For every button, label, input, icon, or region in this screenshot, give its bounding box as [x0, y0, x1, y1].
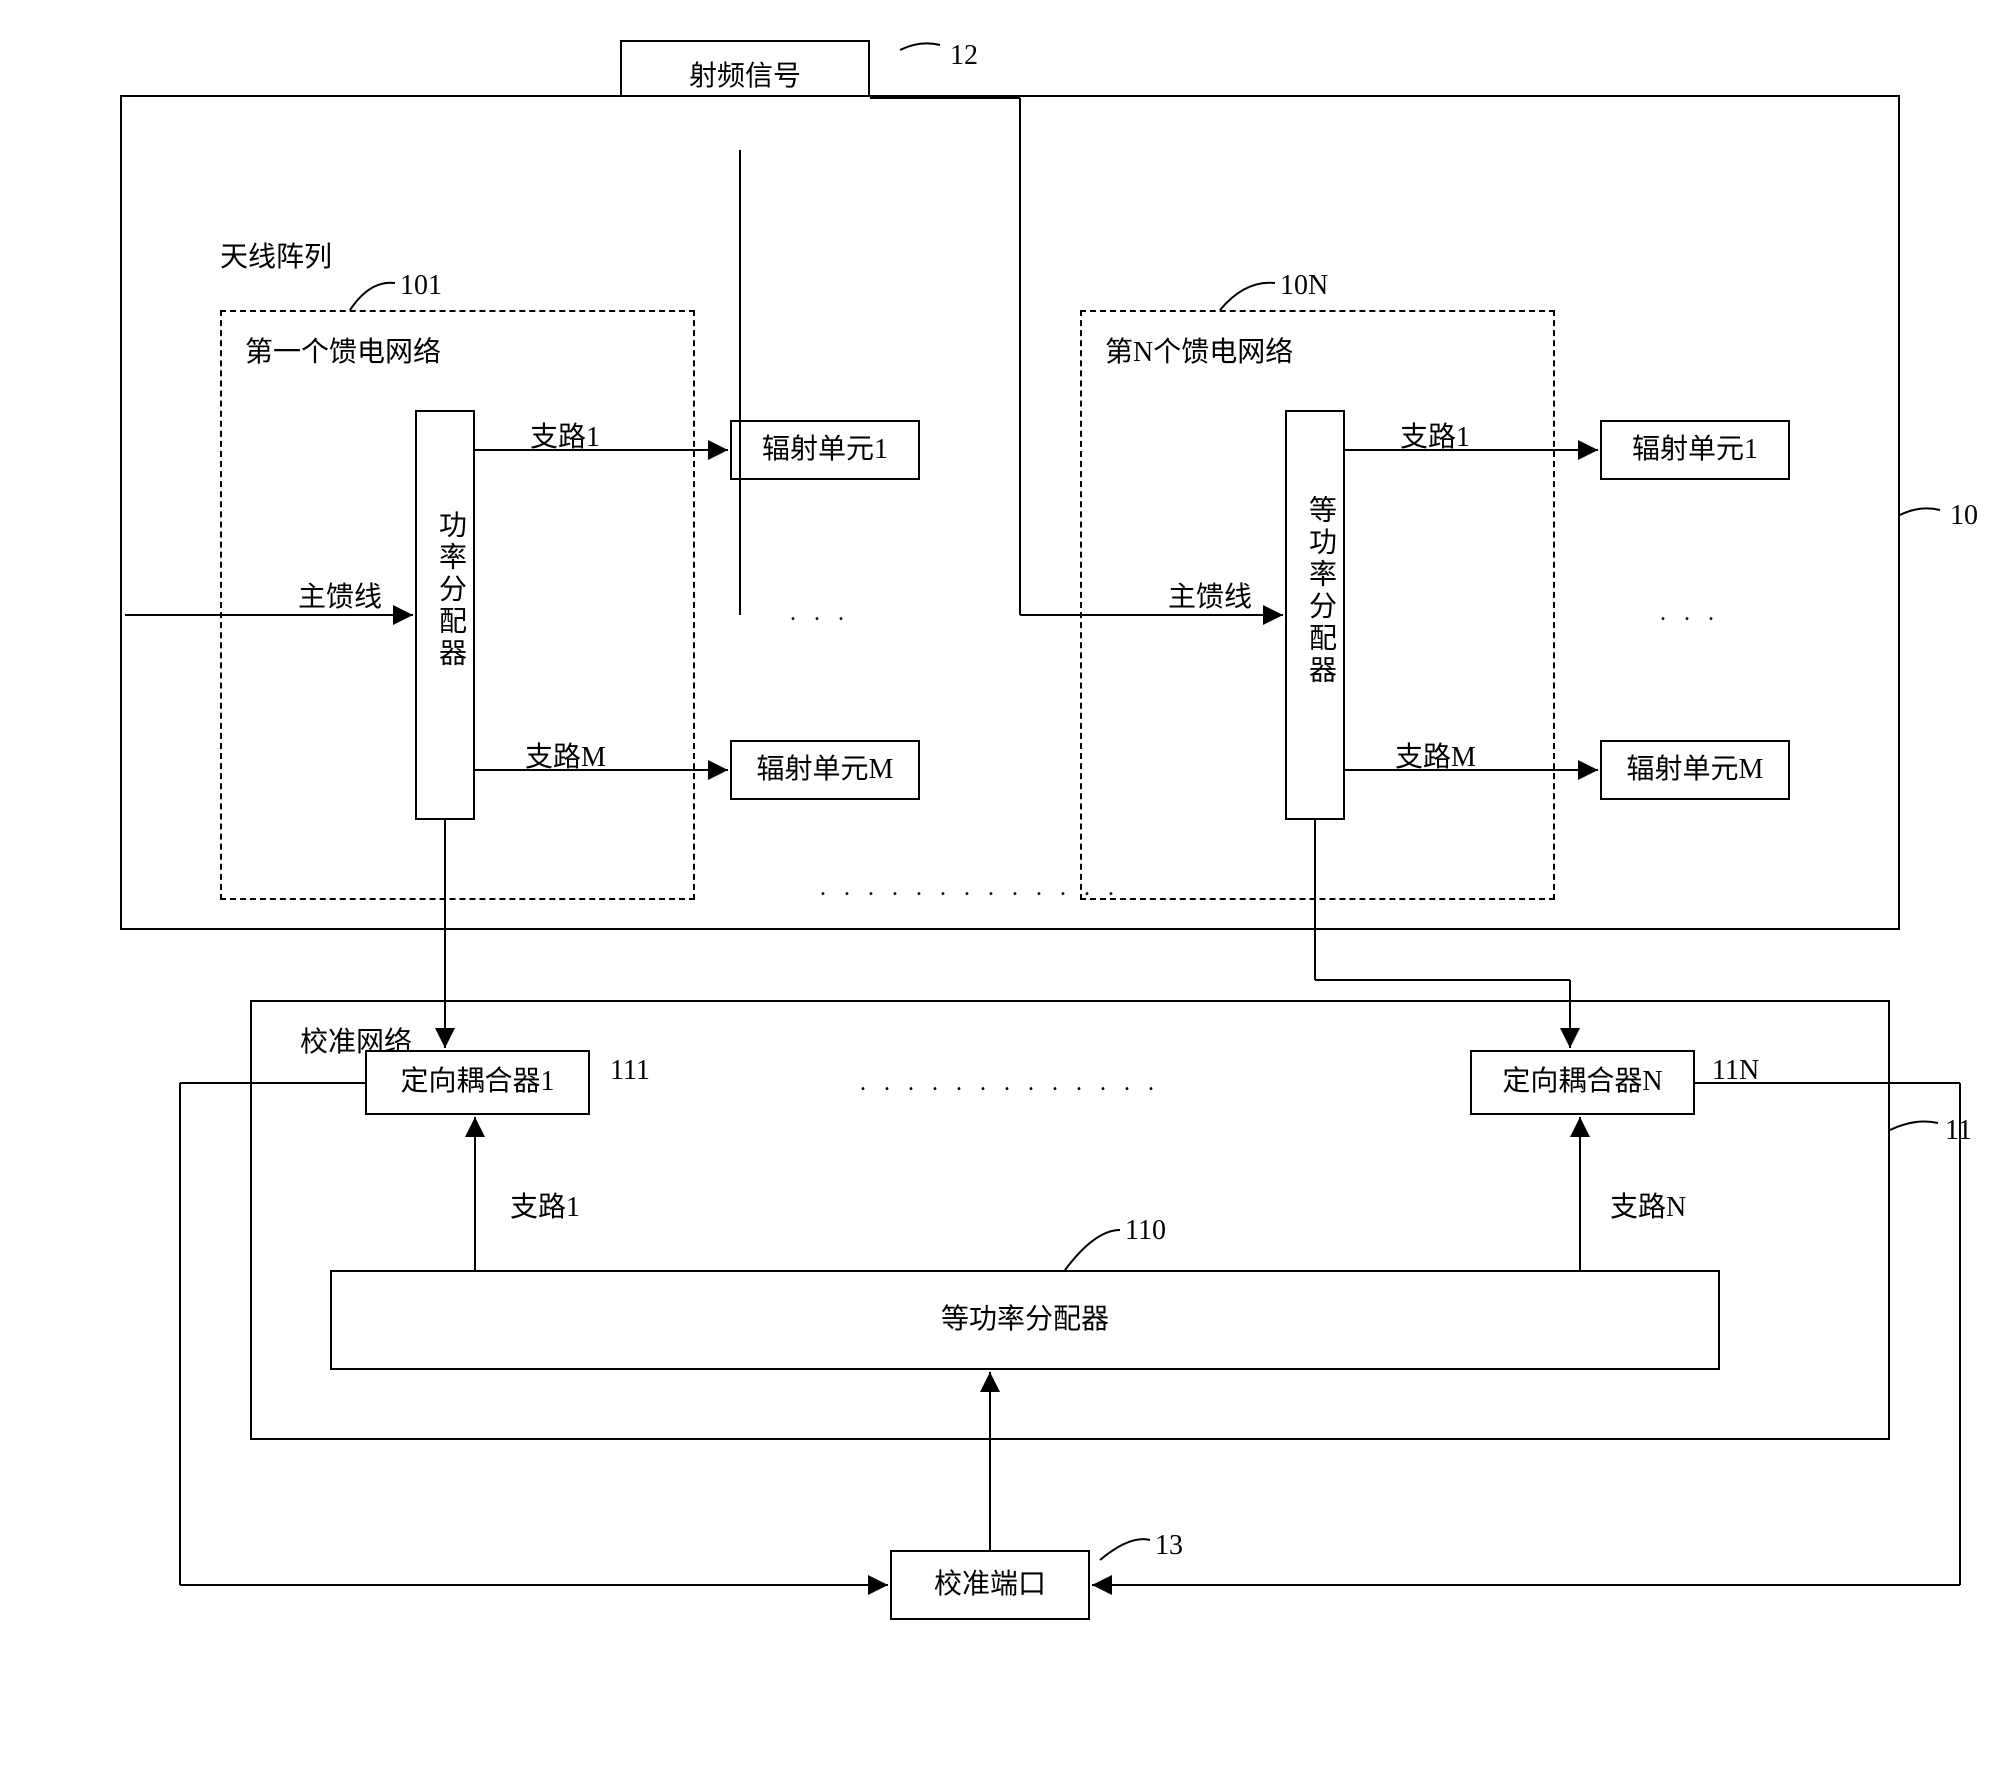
- radiation-unit-1-1: 辐射单元1: [730, 420, 920, 480]
- equal-power-divider: 等功率分配器: [330, 1270, 1720, 1370]
- dots-4: . . . . . . . . . . . . .: [860, 1070, 1160, 1097]
- directional-coupler-1: 定向耦合器1: [365, 1050, 590, 1115]
- ref-101: 101: [400, 270, 442, 302]
- radiation-unit-n-1: 辐射单元1: [1600, 420, 1790, 480]
- branch1-cal-label: 支路1: [510, 1185, 580, 1225]
- dots-2: . . .: [1660, 600, 1720, 627]
- ref-10n: 10N: [1280, 270, 1328, 302]
- ref-11: 11: [1945, 1115, 1972, 1147]
- branch1-label-1: 支路1: [530, 415, 600, 455]
- branch1-label-n: 支路1: [1400, 415, 1470, 455]
- diagram-canvas: 射频信号发射器 天线阵列 第一个馈电网络 第N个馈电网络 功率分配器 等功率分配…: [20, 20, 2013, 1760]
- dots-1: . . .: [790, 600, 850, 627]
- dots-3: . . . . . . . . . . . . .: [820, 875, 1120, 902]
- main-feed-label-n: 主馈线: [1168, 575, 1252, 615]
- ref-110: 110: [1125, 1215, 1166, 1247]
- calibration-port: 校准端口: [890, 1550, 1090, 1620]
- branchn-cal-label: 支路N: [1610, 1185, 1686, 1225]
- feed-network-n-label: 第N个馈电网络: [1105, 330, 1293, 370]
- branchm-label-1: 支路M: [525, 735, 606, 775]
- ref-10: 10: [1950, 500, 1978, 532]
- directional-coupler-n: 定向耦合器N: [1470, 1050, 1695, 1115]
- main-feed-label-1: 主馈线: [298, 575, 382, 615]
- antenna-array-label: 天线阵列: [220, 235, 332, 275]
- feed-network-1-label: 第一个馈电网络: [245, 330, 441, 370]
- radiation-unit-1-m: 辐射单元M: [730, 740, 920, 800]
- ref-12: 12: [950, 40, 978, 72]
- radiation-unit-n-m: 辐射单元M: [1600, 740, 1790, 800]
- power-divider-1-label: 功率分配器: [430, 510, 470, 670]
- ref-111: 111: [610, 1055, 650, 1087]
- branchm-label-n: 支路M: [1395, 735, 1476, 775]
- ref-13: 13: [1155, 1530, 1183, 1562]
- power-divider-n-label: 等功率分配器: [1300, 495, 1340, 687]
- ref-11n: 11N: [1712, 1055, 1759, 1087]
